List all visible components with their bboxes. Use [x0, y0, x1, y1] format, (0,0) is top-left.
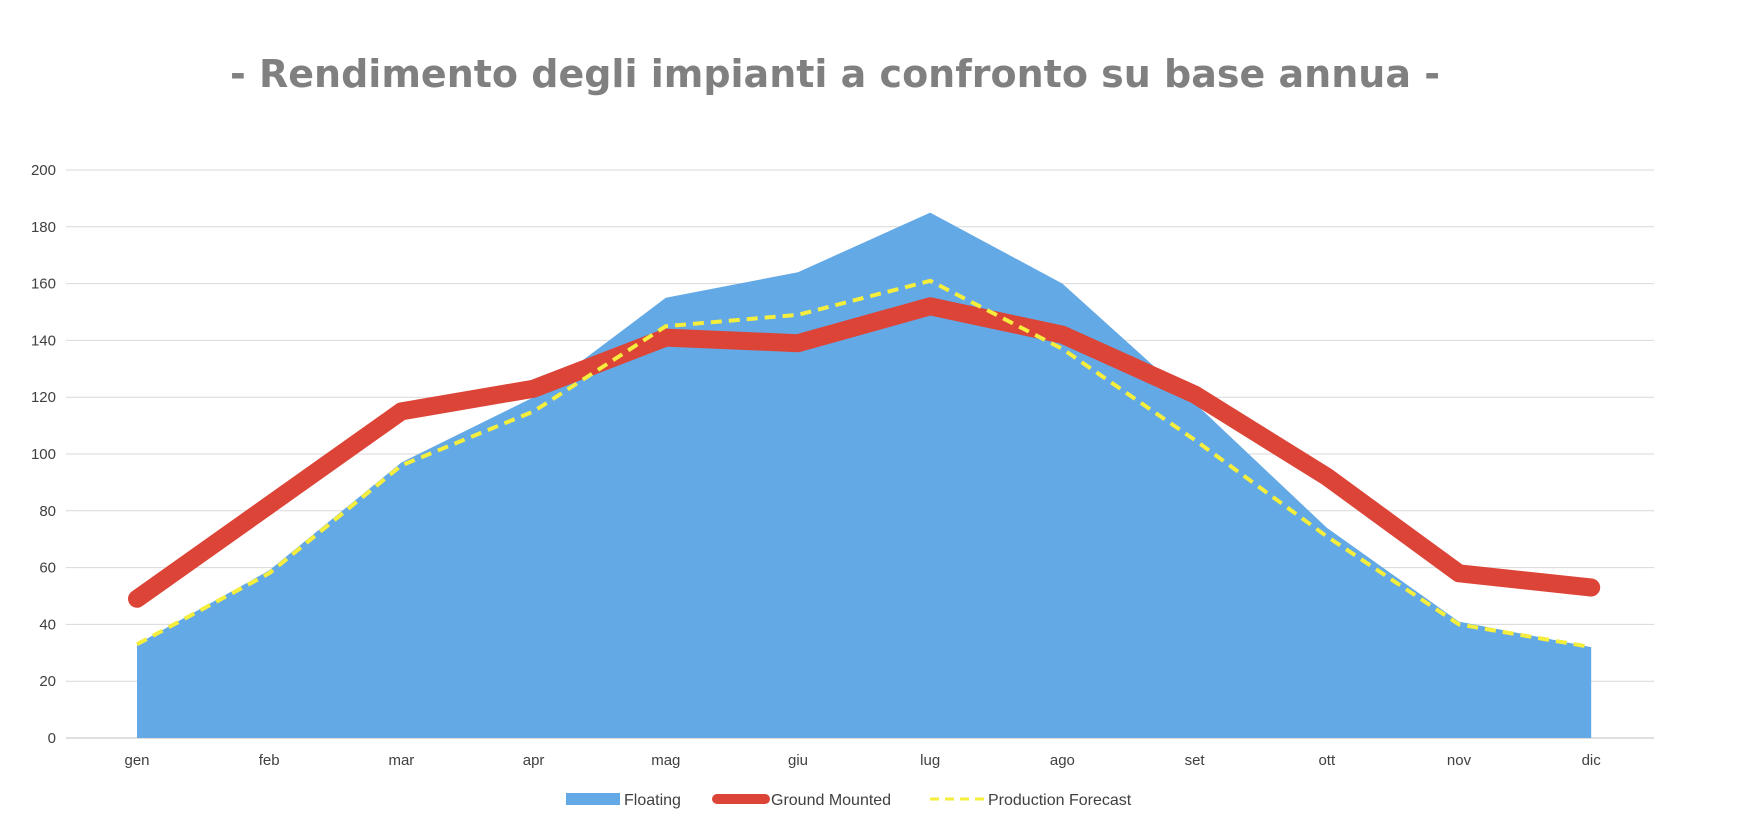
x-tick-label: dic: [1582, 752, 1602, 769]
x-tick-label: giu: [788, 752, 808, 769]
legend[interactable]: Floating Ground Mounted Production Forecas…: [566, 792, 1132, 809]
series-area-floating: [137, 212, 1592, 739]
legend-item-floating[interactable]: Floating: [566, 792, 681, 809]
y-tick-label: 20: [39, 673, 56, 690]
legend-label: Floating: [624, 792, 681, 809]
y-tick-label: 0: [48, 730, 56, 747]
y-tick-label: 140: [31, 332, 56, 349]
series-group: [128, 212, 1601, 739]
y-tick-label: 80: [39, 503, 56, 520]
y-tick-label: 180: [31, 219, 56, 236]
y-tick-label: 120: [31, 389, 56, 406]
series-line-production-forecast: [136, 278, 1592, 650]
series-line-ground-mounted: [128, 297, 1601, 608]
x-tick-label: mag: [651, 752, 680, 769]
y-tick-label: 200: [31, 162, 56, 179]
legend-item-ground-mounted[interactable]: Ground Mounted: [712, 792, 891, 809]
x-axis-tick-labels: gen feb mar apr mag giu lug ago set ott nov dic: [124, 752, 1601, 769]
x-tick-label: lug: [920, 752, 940, 769]
x-tick-label: mar: [388, 752, 414, 769]
y-tick-label: 160: [31, 276, 56, 293]
x-tick-label: nov: [1447, 752, 1472, 769]
x-tick-label: gen: [124, 752, 149, 769]
x-tick-label: ago: [1050, 752, 1075, 769]
y-tick-label: 60: [39, 560, 56, 577]
y-tick-label: 40: [39, 616, 56, 633]
y-tick-label: 100: [31, 446, 56, 463]
x-tick-label: ott: [1318, 752, 1336, 769]
y-axis-tick-labels: 0 20 40 60 80 100 120 140 160 180 200: [31, 162, 56, 747]
x-tick-label: feb: [259, 752, 280, 769]
legend-label: Ground Mounted: [771, 792, 891, 809]
x-tick-label: apr: [523, 752, 545, 769]
legend-swatch: [566, 793, 620, 805]
legend-label: Production Forecast: [988, 792, 1132, 809]
legend-item-production-forecast[interactable]: Production Forecast: [930, 792, 1132, 809]
chart-title: - Rendimento degli impianti a confronto …: [230, 52, 1440, 96]
x-tick-label: set: [1185, 752, 1206, 769]
